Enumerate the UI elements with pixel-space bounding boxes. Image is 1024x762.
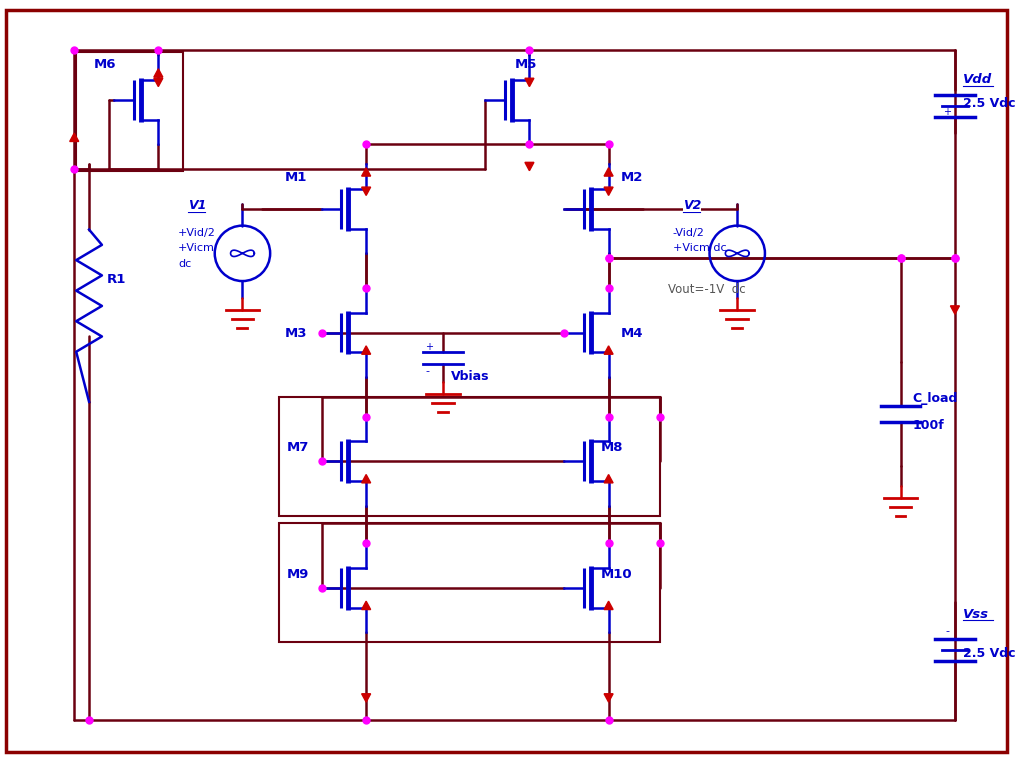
Polygon shape — [525, 162, 534, 171]
Text: Vbias: Vbias — [451, 370, 489, 383]
Text: dc: dc — [178, 259, 191, 269]
Bar — [280, 523, 660, 642]
Polygon shape — [525, 78, 534, 87]
Text: V1: V1 — [188, 199, 207, 212]
Text: M1: M1 — [285, 171, 307, 184]
Polygon shape — [604, 168, 613, 176]
Text: -: - — [945, 626, 949, 636]
Text: Vdd: Vdd — [963, 73, 992, 86]
Text: +Vicm: +Vicm — [178, 243, 215, 254]
Polygon shape — [154, 78, 163, 87]
Text: +: + — [943, 107, 951, 117]
Text: 2.5 Vdc: 2.5 Vdc — [963, 647, 1016, 660]
Text: 2.5 Vdc: 2.5 Vdc — [963, 97, 1016, 110]
Polygon shape — [950, 306, 959, 314]
Polygon shape — [361, 601, 371, 610]
Text: Vout=-1V  dc: Vout=-1V dc — [668, 283, 745, 296]
Text: R1: R1 — [106, 273, 126, 286]
Text: 100f: 100f — [912, 419, 944, 432]
Text: +Vid/2: +Vid/2 — [178, 228, 216, 238]
Polygon shape — [361, 693, 371, 702]
Text: M9: M9 — [287, 568, 309, 581]
Text: +: + — [425, 342, 433, 352]
Bar — [280, 397, 660, 516]
Text: -: - — [425, 366, 429, 376]
Text: -Vid/2: -Vid/2 — [673, 228, 705, 238]
Text: M5: M5 — [515, 58, 537, 72]
Text: M6: M6 — [94, 58, 117, 72]
Text: M8: M8 — [601, 441, 624, 454]
Polygon shape — [604, 693, 613, 702]
Polygon shape — [604, 187, 613, 196]
Polygon shape — [361, 168, 371, 176]
Polygon shape — [361, 187, 371, 196]
Polygon shape — [604, 475, 613, 483]
Polygon shape — [361, 475, 371, 483]
Text: M2: M2 — [621, 171, 643, 184]
Text: C_load: C_load — [912, 392, 957, 405]
Bar — [76, 53, 183, 171]
Text: M4: M4 — [621, 328, 643, 341]
Text: M10: M10 — [601, 568, 632, 581]
Text: +Vicm dc: +Vicm dc — [673, 243, 727, 254]
Polygon shape — [70, 133, 79, 142]
Text: M7: M7 — [287, 441, 309, 454]
Text: V2: V2 — [683, 199, 701, 212]
Text: Vss: Vss — [963, 607, 989, 620]
Polygon shape — [604, 346, 613, 354]
Polygon shape — [604, 601, 613, 610]
Polygon shape — [154, 69, 163, 77]
Text: M3: M3 — [285, 328, 307, 341]
Polygon shape — [361, 346, 371, 354]
